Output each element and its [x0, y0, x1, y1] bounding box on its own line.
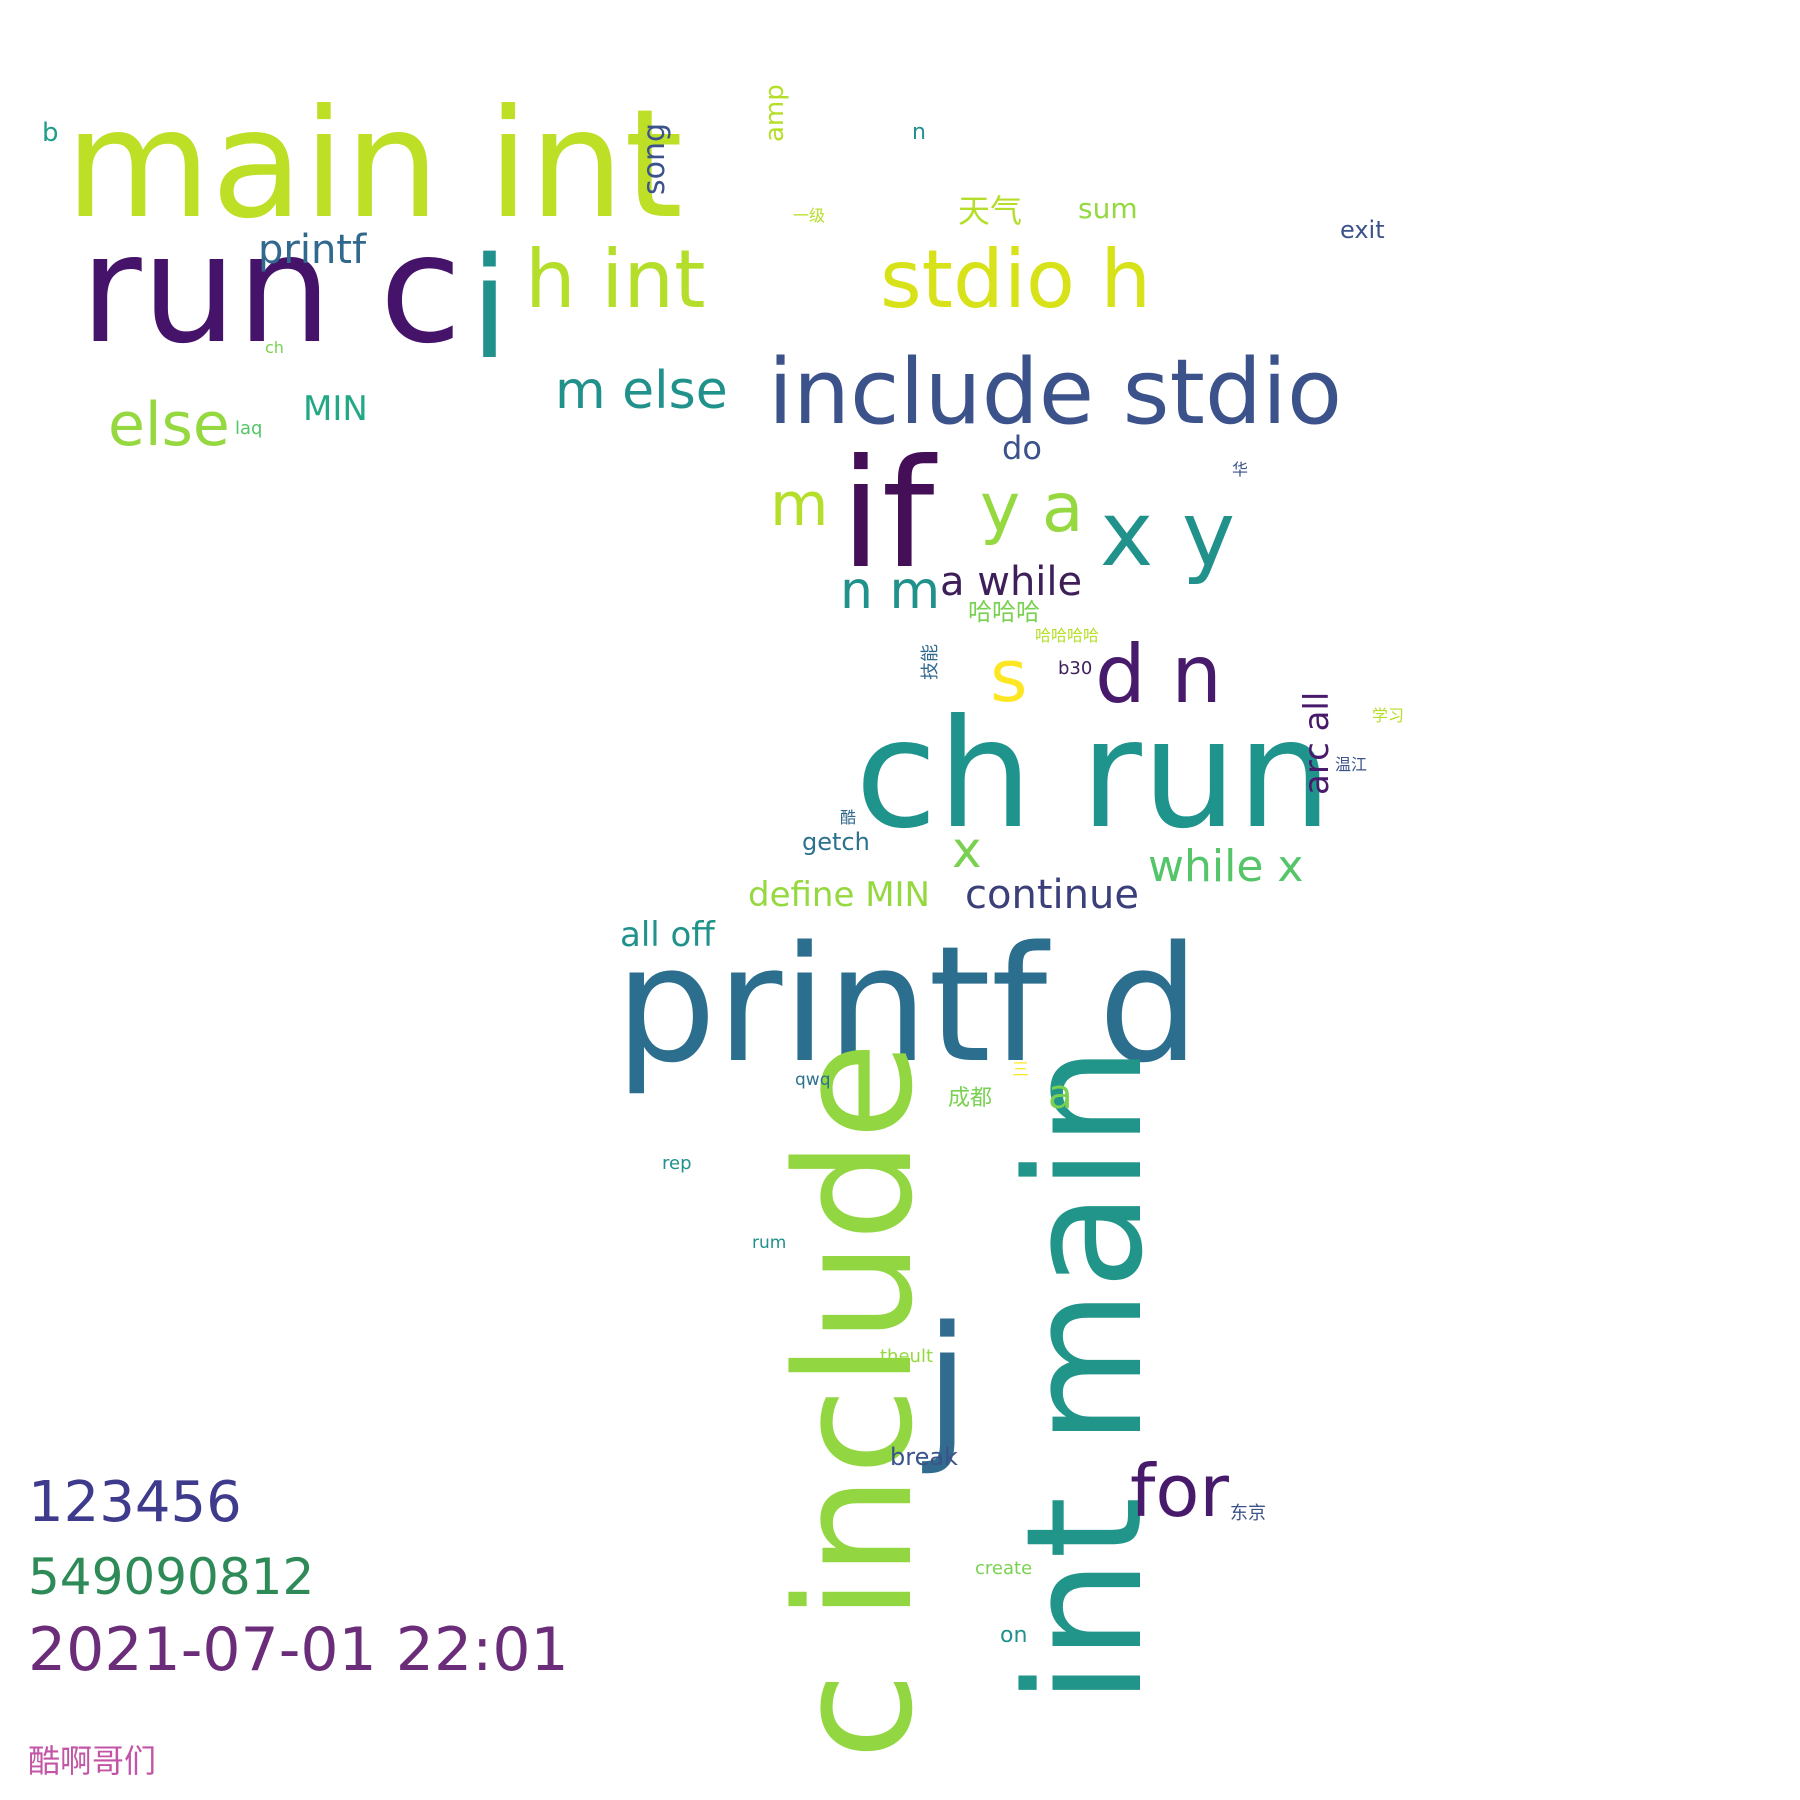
word-int-main: int main	[991, 1045, 1178, 1705]
word-三: 三	[1012, 1060, 1029, 1080]
word-哈哈哈哈: 哈哈哈哈	[1035, 626, 1100, 645]
word-do: do	[1002, 429, 1042, 467]
word-i: i	[470, 228, 509, 391]
word-y-a: y a	[980, 469, 1084, 548]
word-哈哈哈: 哈哈哈	[968, 598, 1040, 626]
word-arc-all: arc all	[1297, 691, 1337, 795]
word-东京: 东京	[1230, 1503, 1266, 1524]
word-成都: 成都	[948, 1086, 993, 1111]
word-while-x: while x	[1148, 841, 1304, 892]
word-技能: 技能	[920, 644, 941, 680]
word-main-int: main int	[65, 78, 684, 252]
word-c-include: c include	[761, 1041, 948, 1760]
word-x: x	[952, 821, 982, 879]
word-define-min: define MIN	[748, 875, 930, 915]
word-学习: 学习	[1372, 706, 1405, 725]
word-温江: 温江	[1335, 755, 1368, 774]
word-酷: 酷	[840, 808, 857, 827]
footer-number-2: 549090812	[28, 1548, 315, 1606]
word-run-c: run c	[80, 203, 462, 377]
word-continue: continue	[965, 872, 1139, 918]
word-else: else	[108, 390, 230, 460]
footer-number-1: 123456	[28, 1470, 242, 1535]
word-天气: 天气	[958, 192, 1023, 230]
word-ch: ch	[265, 338, 284, 357]
word-getch: getch	[802, 828, 870, 856]
word-sum: sum	[1078, 192, 1138, 225]
footer-caption: 酷啊哥们	[28, 1742, 157, 1780]
word-laq: laq	[235, 418, 263, 439]
word-printf-d: printf d	[615, 911, 1200, 1098]
footer-timestamp: 2021-07-01 22:01	[28, 1615, 569, 1685]
word-min: MIN	[303, 389, 368, 429]
word-song: song	[637, 122, 672, 195]
word-x-y: x y	[1100, 482, 1236, 587]
word-for: for	[1130, 1449, 1229, 1533]
word-h-int: h int	[525, 233, 706, 326]
word-a-while: a while	[940, 559, 1083, 605]
word-create: create	[975, 1558, 1033, 1579]
word-n-m: n m	[840, 561, 941, 621]
word-b: b	[42, 118, 59, 148]
word-rum: rum	[752, 1233, 787, 1253]
word-j: j	[925, 1291, 970, 1478]
word-include-stdio: include stdio	[768, 340, 1343, 445]
word-qwq: qwq	[795, 1070, 831, 1090]
word-n: n	[912, 120, 926, 145]
word-s: s	[990, 634, 1028, 718]
word-a: a	[1048, 1072, 1073, 1118]
word-on: on	[1000, 1623, 1028, 1648]
word-华: 华	[1232, 460, 1249, 479]
word-if: if	[840, 428, 935, 602]
word-all-off: all off	[620, 915, 715, 955]
word-printf: printf	[258, 227, 367, 273]
word-rep: rep	[662, 1153, 692, 1174]
word-一级: 一级	[793, 206, 826, 225]
word-stdio-h: stdio h	[880, 233, 1152, 326]
word-b30: b30	[1058, 658, 1093, 679]
word-amp: amp	[760, 84, 790, 142]
word-m: m	[770, 470, 829, 540]
word-ch-run: ch run	[855, 688, 1333, 862]
word-break: break	[890, 1443, 958, 1471]
word-exit: exit	[1340, 216, 1385, 244]
word-m-else: m else	[555, 361, 728, 421]
word-theult: theult	[880, 1346, 934, 1367]
word-d-n: d n	[1095, 628, 1222, 721]
